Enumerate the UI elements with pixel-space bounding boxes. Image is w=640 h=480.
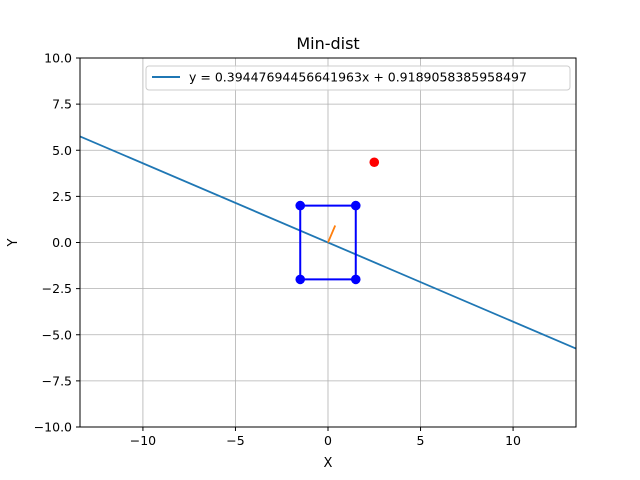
rectangle-corner-point (295, 200, 306, 211)
rectangle-corner-point (350, 274, 361, 285)
y-tick-label: −10.0 (34, 420, 72, 435)
x-tick-label: 10 (505, 433, 521, 448)
rectangle-corner-point (350, 200, 361, 211)
y-tick-label: 7.5 (52, 97, 72, 112)
legend: y = 0.39447694456641963x + 0.91890583859… (145, 65, 571, 91)
y-tick-label: 2.5 (52, 189, 72, 204)
series-layer (80, 135, 576, 350)
y-tick-label: 5.0 (52, 143, 72, 158)
y-axis-label: Y (6, 238, 21, 247)
y-tick-label: −2.5 (42, 281, 72, 296)
target-point (369, 157, 380, 168)
legend-entry-label: y = 0.39447694456641963x + 0.91890583859… (189, 70, 527, 85)
rectangle-corner-point (295, 274, 306, 285)
y-tick-label: 10.0 (44, 51, 72, 66)
y-tick-label: 0.0 (52, 235, 72, 250)
x-tick-label: −5 (226, 433, 244, 448)
x-tick-label: 5 (417, 433, 425, 448)
x-tick-label: 0 (324, 433, 332, 448)
x-axis-label: X (324, 456, 333, 471)
x-tick-label: −10 (130, 433, 156, 448)
axes-layer: −10 −5 0 5 10 −10.0 −7.5 −5.0 −2.5 0.0 2.5 5.0 7.5 10… (34, 51, 577, 448)
normal-vector-segment (327, 225, 337, 243)
y-tick-label: −5.0 (42, 327, 72, 342)
legend-box (145, 65, 571, 91)
chart-title: Min-dist (296, 34, 359, 53)
y-tick-label: −7.5 (42, 373, 72, 388)
